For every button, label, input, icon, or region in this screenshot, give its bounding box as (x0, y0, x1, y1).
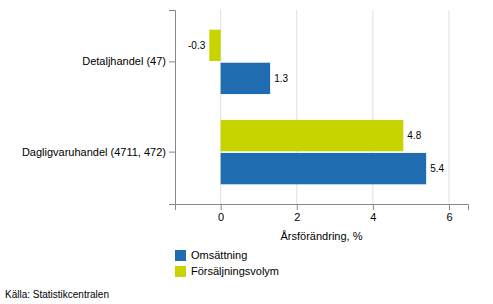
data-labels: 5.4 1.3 4.8 -0.3 (188, 40, 444, 174)
legend-label: Omsättning (191, 249, 247, 261)
tick: 0 (218, 204, 224, 223)
legend-item: Försäljningsvolym (175, 265, 279, 277)
legend-item: Omsättning (175, 249, 247, 261)
data-label: 1.3 (274, 73, 288, 84)
y-axis: Dagligvaruhandel (4711, 472) Detaljhandel… (22, 11, 176, 205)
tick-label: Detaljhandel (47) (82, 55, 166, 67)
tick-label: 2 (294, 211, 300, 223)
tick-label: 4 (370, 211, 376, 223)
tick: 6 (446, 204, 452, 223)
data-label: 5.4 (430, 163, 444, 174)
plot: 0 2 4 6 Dagligvaruhandel (4711, 472) Detaljha… (22, 10, 469, 223)
data-label: 4.8 (407, 130, 421, 141)
bars (209, 30, 426, 185)
bar (209, 30, 220, 61)
tick-label: 0 (218, 211, 224, 223)
grid (221, 10, 449, 204)
legend-swatch (175, 266, 186, 277)
grid-line (448, 10, 449, 204)
tick-mark (449, 204, 450, 210)
legend: Omsättning Försäljningsvolym (175, 249, 279, 277)
legend-label: Försäljningsvolym (191, 265, 279, 277)
bar (221, 63, 270, 94)
axis-line (169, 11, 176, 205)
tick: 4 (370, 204, 376, 223)
data-label: -0.3 (188, 40, 206, 51)
annotation: Källa: Statistikcentralen (5, 289, 109, 300)
bar (221, 153, 426, 184)
bar (221, 120, 404, 151)
tick-label: Dagligvaruhandel (4711, 472) (22, 146, 166, 158)
tick-mark (221, 204, 222, 210)
tick: 2 (294, 204, 300, 223)
tick-mark (169, 152, 175, 153)
chart: 0 2 4 6 Dagligvaruhandel (4711, 472) Detaljha… (0, 0, 493, 304)
tick-mark (297, 204, 298, 210)
tick: Detaljhandel (47) (82, 55, 175, 67)
legend-swatch (175, 250, 186, 261)
tick: Dagligvaruhandel (4711, 472) (22, 146, 175, 158)
tick-label: 6 (446, 211, 452, 223)
axis-line (176, 205, 469, 211)
axis-title: Årsförändring, % (281, 230, 363, 242)
tick-mark (373, 204, 374, 210)
tick-mark (169, 61, 175, 62)
x-axis: 0 2 4 6 (176, 204, 469, 223)
